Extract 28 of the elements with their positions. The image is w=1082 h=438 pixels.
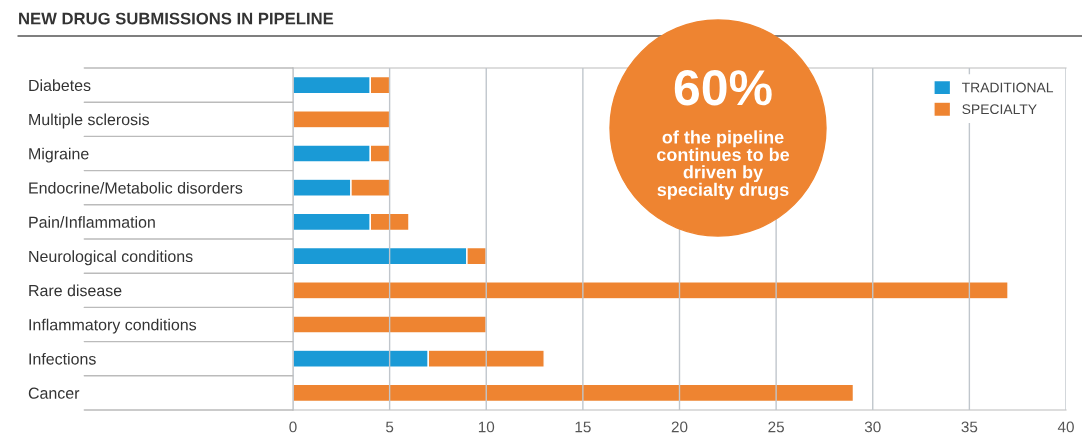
x-tick-label: 5 xyxy=(385,421,394,433)
x-tick-label: 35 xyxy=(961,421,978,433)
x-tick-label: 30 xyxy=(864,421,881,433)
x-tick-label: 15 xyxy=(575,421,591,433)
y-tick-label: Neurological conditions xyxy=(29,250,193,266)
y-tick-label: Migraine xyxy=(29,147,89,163)
annotation: of the pipeline continues to be driven by specialty drugs xyxy=(657,130,790,200)
y-tick-label: Diabetes xyxy=(29,79,91,92)
y-tick-label: Multiple sclerosis xyxy=(29,113,150,129)
x-tick-label: 10 xyxy=(478,421,495,433)
annotation: 60% xyxy=(674,70,772,106)
y-tick-label: Pain/Inflammation xyxy=(29,216,155,228)
y-tick-label: Inflammatory conditions xyxy=(29,318,197,334)
bar xyxy=(293,383,855,403)
y-tick-label: Endocrine/Metabolic disorders xyxy=(29,181,243,194)
bar xyxy=(293,110,391,129)
chart-title: NEW DRUG SUBMISSIONS IN PIPELINE xyxy=(19,12,334,25)
x-tick-label: 20 xyxy=(671,421,688,433)
y-tick-label: Rare disease xyxy=(29,284,122,297)
legend-label: SPECIALTY xyxy=(962,104,1037,115)
bar xyxy=(293,315,487,334)
y-tick-label: Infections xyxy=(29,352,96,365)
y-tick-label: Cancer xyxy=(28,387,80,399)
x-tick-label: 40 xyxy=(1057,421,1074,433)
legend-label: TRADITIONAL xyxy=(961,82,1054,93)
bar xyxy=(293,281,1009,300)
x-tick-label: 25 xyxy=(768,421,784,433)
x-tick-label: 0 xyxy=(289,421,297,433)
